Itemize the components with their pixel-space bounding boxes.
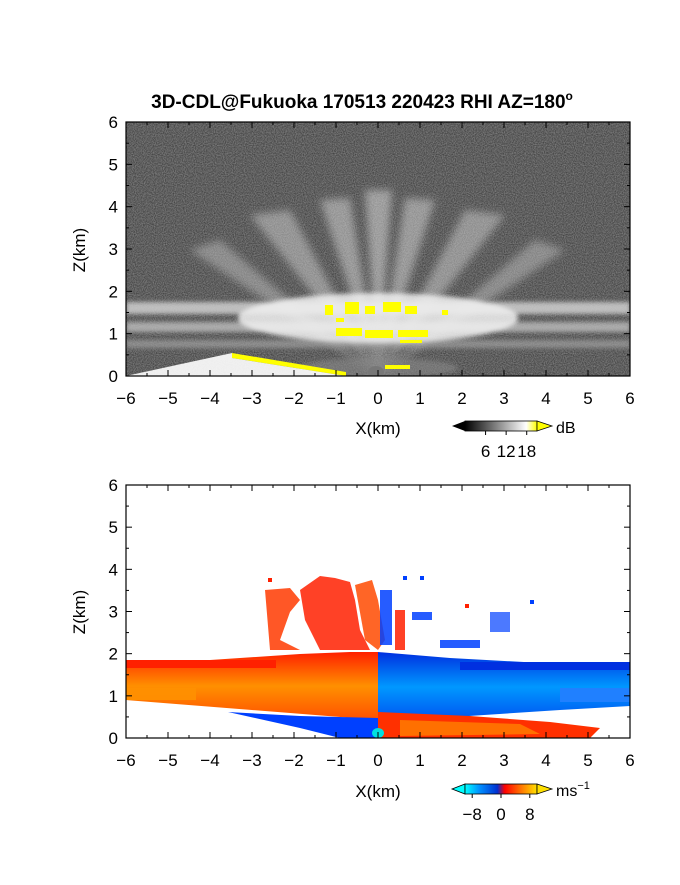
velocity-ytick-label: 5 xyxy=(109,518,118,537)
intensity-ytick-label: 1 xyxy=(109,325,118,344)
velocity-xlabel: X(km) xyxy=(355,782,400,801)
figure-title-degree: o xyxy=(566,89,573,103)
intensity-colorbar-tick-label: 18 xyxy=(517,442,536,461)
velocity-xtick-label: −2 xyxy=(284,751,303,770)
intensity-xtick-label: 6 xyxy=(625,389,634,408)
velocity-xtick-label: −5 xyxy=(158,751,177,770)
velocity-heatmap xyxy=(126,485,630,738)
velocity-xtick-label: 1 xyxy=(415,751,424,770)
intensity-colorbar-tick-label: 6 xyxy=(481,442,490,461)
strong-echo-patches xyxy=(232,302,448,376)
velocity-colorbar-tick-label: −8 xyxy=(463,805,482,824)
velocity-xtick-label: 0 xyxy=(373,751,382,770)
intensity-xtick-label: 4 xyxy=(541,389,550,408)
velocity-xtick-label: −3 xyxy=(242,751,261,770)
velocity-colorbar-unit-exponent: −1 xyxy=(577,780,590,792)
velocity-ytick-label: 3 xyxy=(109,603,118,622)
intensity-xlabel: X(km) xyxy=(355,419,400,438)
velocity-ytick-label: 6 xyxy=(109,476,118,495)
intensity-ytick-label: 6 xyxy=(109,113,118,132)
intensity-colorbar: dB 6 12 18 xyxy=(452,420,576,461)
velocity-xtick-label: −4 xyxy=(200,751,219,770)
intensity-ytick-label: 4 xyxy=(109,198,118,217)
intensity-ytick-label: 2 xyxy=(109,282,118,301)
intensity-xtick-label: 1 xyxy=(415,389,424,408)
velocity-xtick-label: 3 xyxy=(499,751,508,770)
velocity-ytick-label: 4 xyxy=(109,560,118,579)
velocity-colorbar-unit: ms−1 xyxy=(556,780,590,800)
intensity-colorbar-tick-label: 12 xyxy=(497,442,516,461)
intensity-xtick-label: 2 xyxy=(457,389,466,408)
velocity-colorbar: ms−1 −8 0 8 xyxy=(450,780,590,824)
intensity-colorbar-unit: dB xyxy=(556,420,576,437)
intensity-xtick-label: −1 xyxy=(326,389,345,408)
intensity-ylabel: Z(km) xyxy=(70,228,89,272)
intensity-xtick-label: −3 xyxy=(242,389,261,408)
velocity-xtick-label: −1 xyxy=(326,751,345,770)
intensity-ytick-label: 3 xyxy=(109,240,118,259)
intensity-xtick-label: 3 xyxy=(499,389,508,408)
intensity-ytick-label: 0 xyxy=(109,367,118,386)
intensity-xtick-label: −4 xyxy=(200,389,219,408)
intensity-xtick-label: 5 xyxy=(583,389,592,408)
velocity-ytick-label: 2 xyxy=(109,645,118,664)
velocity-xtick-label: 6 xyxy=(625,751,634,770)
intensity-xtick-label: −2 xyxy=(284,389,303,408)
velocity-colorbar-tick-label: 0 xyxy=(496,805,505,824)
intensity-ytick-label: 5 xyxy=(109,155,118,174)
velocity-panel: −6 −5 −4 −3 −2 −1 0 1 2 3 4 5 6 0 1 2 3 4 5 6 X(km) Z(km) m… xyxy=(70,476,635,824)
velocity-ylabel: Z(km) xyxy=(70,590,89,634)
velocity-colorbar-unit-base: ms xyxy=(556,783,577,800)
velocity-xtick-label: −6 xyxy=(116,751,135,770)
velocity-scatter-upper xyxy=(265,576,534,650)
figure-title: 3D-CDL@Fukuoka 170513 220423 RHI AZ=180o xyxy=(151,89,573,113)
intensity-xtick-label: −5 xyxy=(158,389,177,408)
intensity-xtick-label: −6 xyxy=(116,389,135,408)
intensity-heatmap xyxy=(126,122,630,376)
velocity-xtick-label: 5 xyxy=(583,751,592,770)
velocity-ytick-label: 1 xyxy=(109,687,118,706)
velocity-xtick-label: 4 xyxy=(541,751,550,770)
intensity-xtick-label: 0 xyxy=(373,389,382,408)
velocity-ytick-label: 0 xyxy=(109,729,118,748)
velocity-colorbar-tick-label: 8 xyxy=(525,805,534,824)
velocity-xtick-label: 2 xyxy=(457,751,466,770)
